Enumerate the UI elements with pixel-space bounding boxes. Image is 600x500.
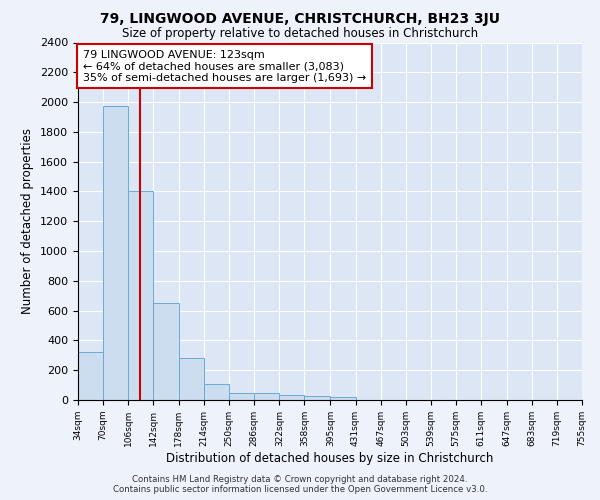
Text: Size of property relative to detached houses in Christchurch: Size of property relative to detached ho… [122, 28, 478, 40]
Text: Contains public sector information licensed under the Open Government Licence v3: Contains public sector information licen… [113, 485, 487, 494]
Bar [304, 396, 329, 400]
Text: Contains HM Land Registry data © Crown copyright and database right 2024.: Contains HM Land Registry data © Crown c… [132, 475, 468, 484]
Bar [103, 106, 128, 400]
X-axis label: Distribution of detached houses by size in Christchurch: Distribution of detached houses by size … [166, 452, 494, 464]
Text: 79, LINGWOOD AVENUE, CHRISTCHURCH, BH23 3JU: 79, LINGWOOD AVENUE, CHRISTCHURCH, BH23 … [100, 12, 500, 26]
Bar [254, 394, 280, 400]
Bar [280, 395, 304, 400]
Bar [229, 392, 254, 400]
Bar [154, 303, 179, 400]
Bar [78, 352, 103, 400]
Bar [204, 384, 229, 400]
Bar [179, 358, 204, 400]
Bar [331, 397, 356, 400]
Y-axis label: Number of detached properties: Number of detached properties [22, 128, 34, 314]
Text: 79 LINGWOOD AVENUE: 123sqm
← 64% of detached houses are smaller (3,083)
35% of s: 79 LINGWOOD AVENUE: 123sqm ← 64% of deta… [83, 50, 366, 83]
Bar [128, 192, 154, 400]
